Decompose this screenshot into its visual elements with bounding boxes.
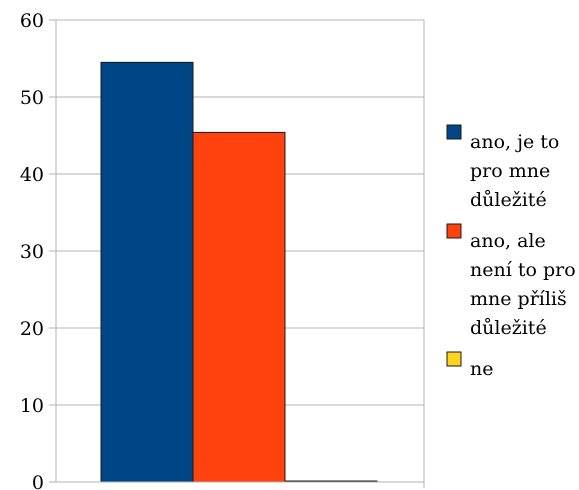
y-tick-label: 60 [20,10,44,32]
bar-series-1 [100,61,194,483]
legend-swatch [446,351,462,367]
legend-label: důležité [470,189,547,211]
y-tick-label: 40 [20,164,44,186]
y-tick-label: 10 [20,395,44,417]
legend-label: důležité [470,317,547,339]
legend-label: ne [470,358,493,380]
legend-label: není to pro [470,259,576,281]
legend-label: pro mne [470,160,550,182]
legend-swatch [446,124,462,140]
legend-label: ano, ale [470,230,546,252]
legend-swatch [446,223,462,239]
y-tick-label: 20 [20,318,44,340]
bar-series-2 [192,131,286,483]
y-tick-label: 30 [20,241,44,263]
axes: 0 10 20 30 40 50 60 [20,10,425,490]
legend-label: mne příliš [470,288,567,310]
bars [100,61,378,483]
y-tick-label: 50 [20,87,44,109]
legend-label: ano, je to [470,131,559,153]
y-tick-label: 0 [32,472,44,490]
legend: ano, je to pro mne důležité ano, ale není to… [446,124,576,380]
